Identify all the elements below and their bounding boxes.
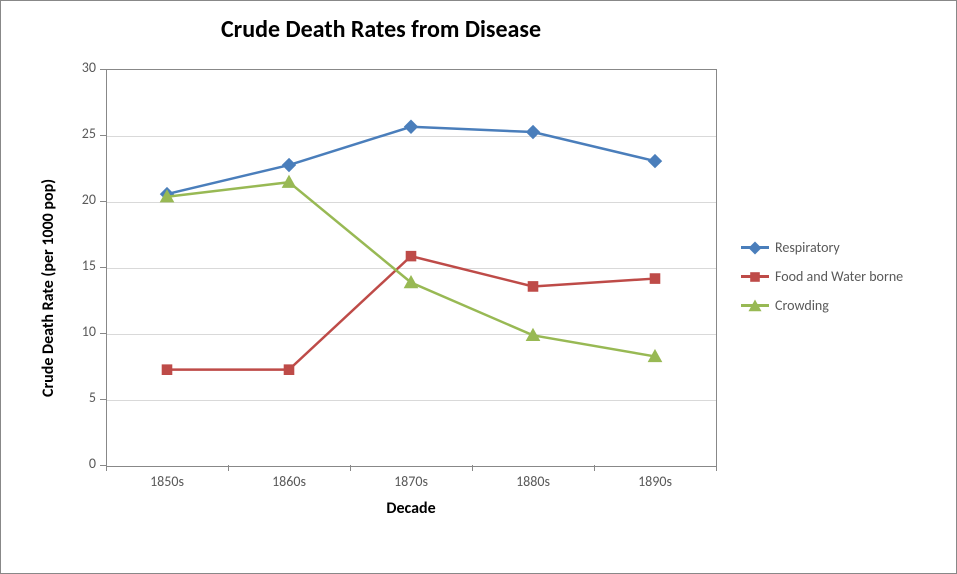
y-tick-label: 5	[60, 389, 96, 406]
y-tick-label: 20	[60, 191, 96, 208]
y-tick-label: 30	[60, 59, 96, 76]
plot-area	[106, 69, 717, 466]
series-layer	[106, 70, 716, 466]
y-tick-label: 15	[60, 257, 96, 274]
legend-label: Respiratory	[775, 239, 840, 256]
chart-container: Crude Death Rates from Disease 0 5 10 15 20 2…	[0, 0, 957, 574]
legend-item: Crowding	[741, 297, 903, 314]
x-tick-label: 1860s	[249, 473, 329, 490]
y-tick-label: 0	[60, 455, 96, 472]
legend: Respiratory Food and Water borne Crowding	[741, 239, 903, 326]
legend-item: Respiratory	[741, 239, 903, 256]
x-tick-label: 1890s	[615, 473, 695, 490]
legend-swatch	[741, 269, 769, 285]
series-marker	[284, 365, 294, 375]
y-tick-label: 10	[60, 323, 96, 340]
series-marker	[649, 155, 662, 168]
series-line	[167, 256, 655, 370]
x-tick-label: 1870s	[371, 473, 451, 490]
legend-item: Food and Water borne	[741, 268, 903, 285]
y-axis-title: Crude Death Rate (per 1000 pop)	[39, 179, 58, 397]
series-marker	[650, 274, 660, 284]
series-line	[167, 182, 655, 356]
y-tick-label: 25	[60, 125, 96, 142]
legend-label: Crowding	[775, 297, 829, 314]
legend-swatch	[741, 240, 769, 256]
series-marker	[406, 251, 416, 261]
legend-swatch	[741, 298, 769, 314]
series-marker	[528, 282, 538, 292]
series-marker	[283, 159, 296, 172]
series-line	[167, 127, 655, 194]
series-marker	[405, 120, 418, 133]
x-axis-title: Decade	[106, 499, 716, 518]
x-tick-label: 1850s	[127, 473, 207, 490]
series-marker	[162, 365, 172, 375]
x-tick-label: 1880s	[493, 473, 573, 490]
series-marker	[527, 126, 540, 139]
legend-label: Food and Water borne	[775, 268, 903, 285]
chart-title: Crude Death Rates from Disease	[1, 15, 761, 44]
